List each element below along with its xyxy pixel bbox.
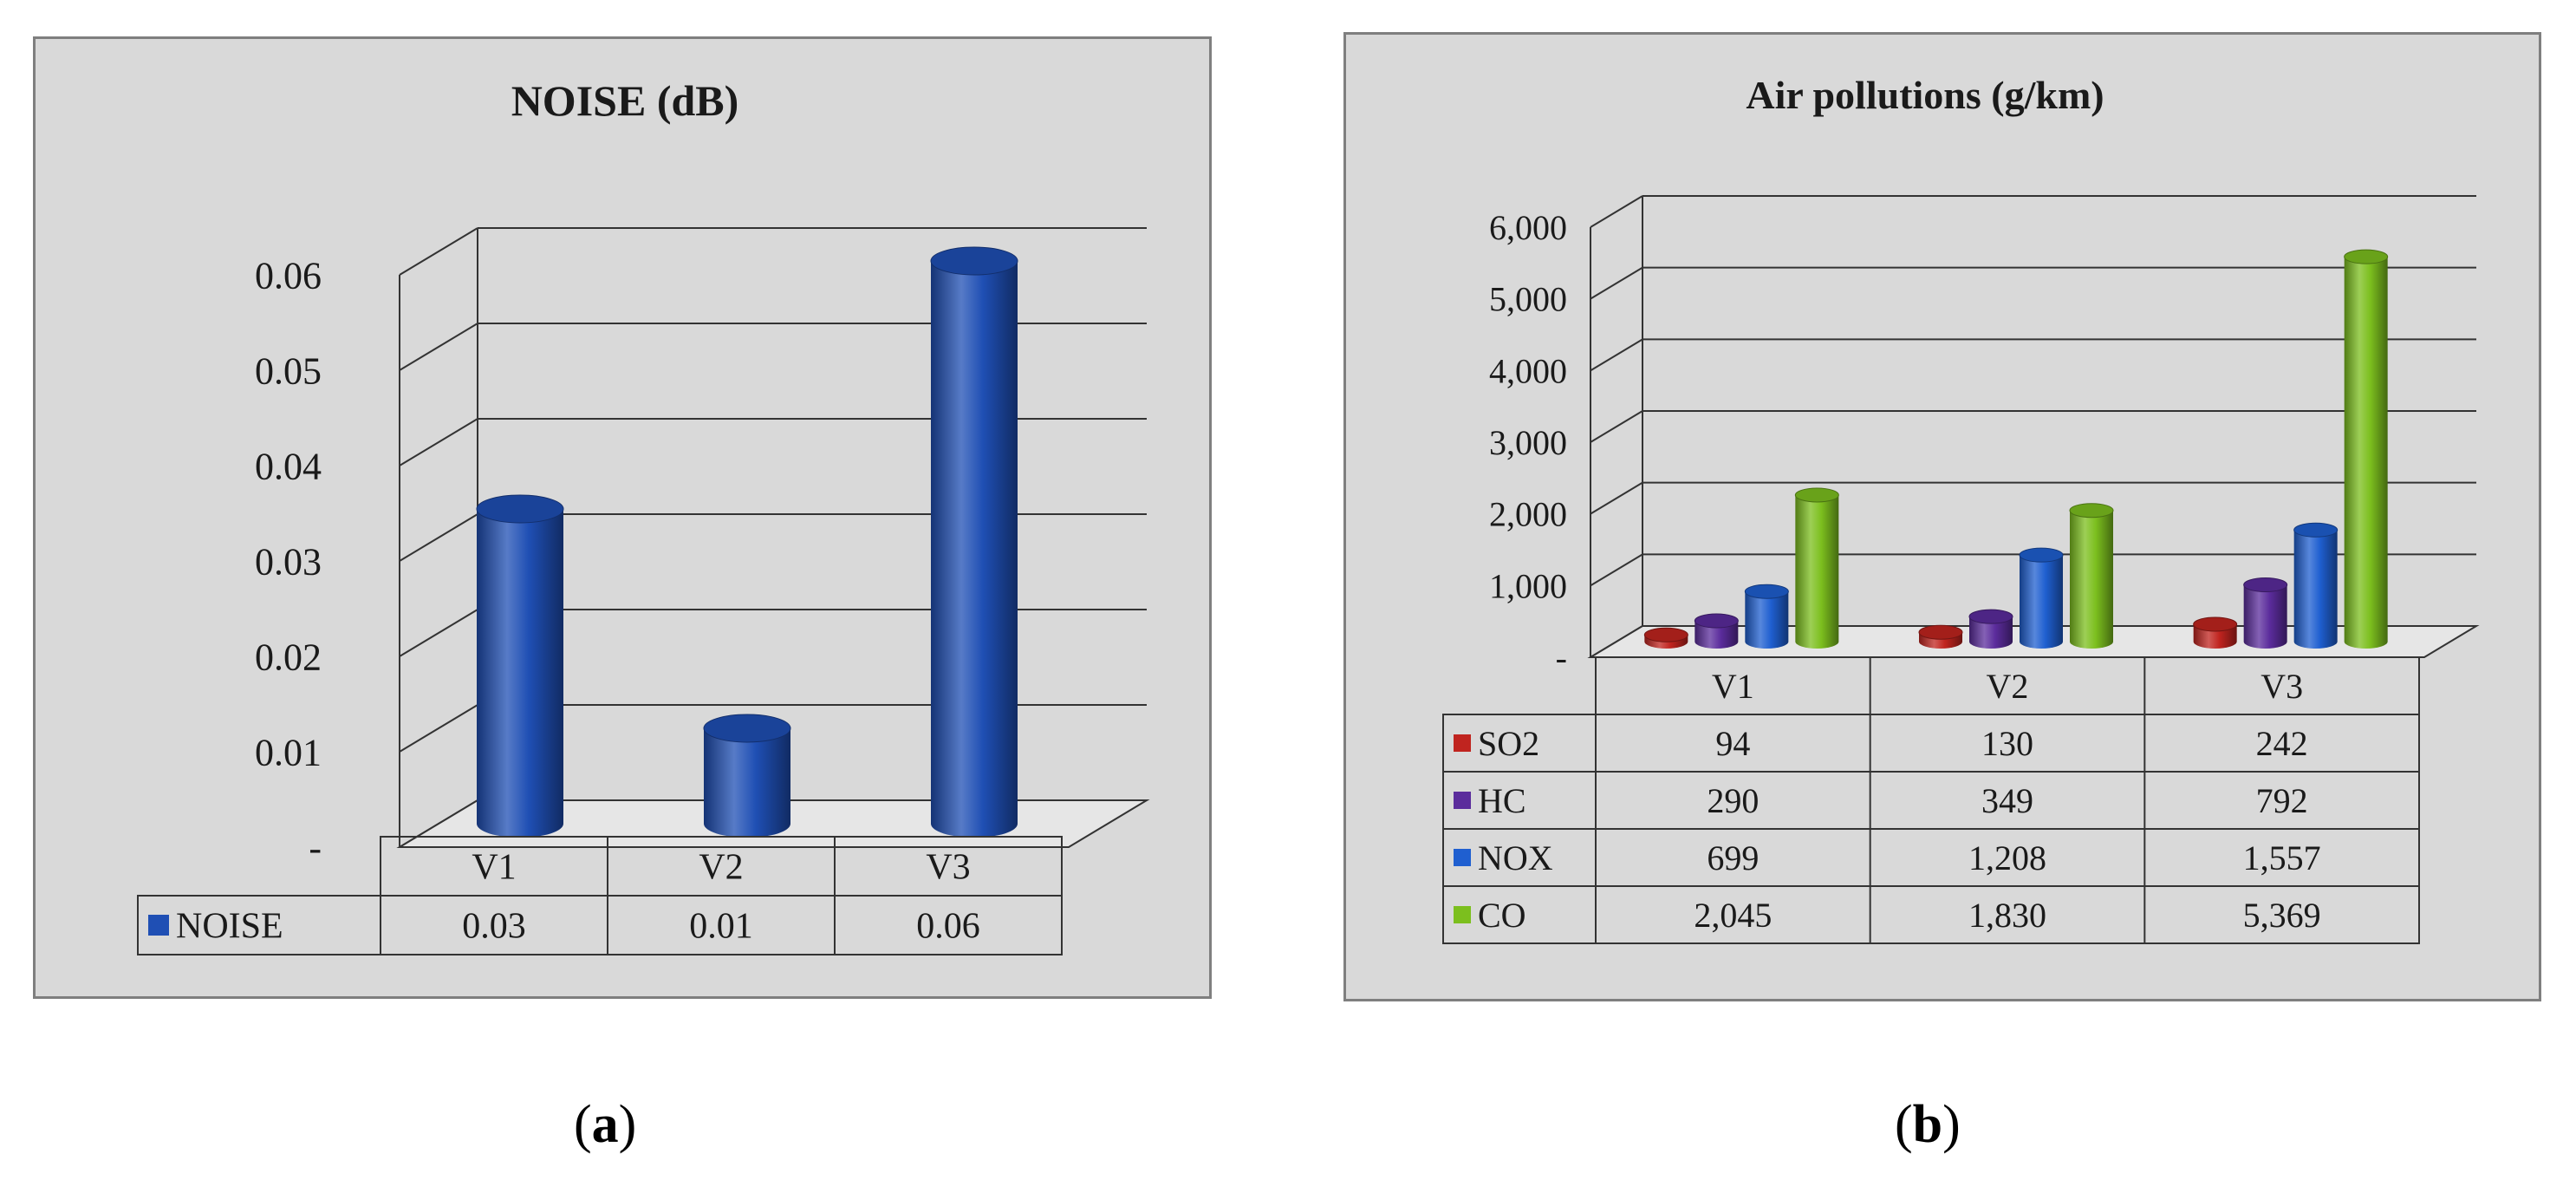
table-value: 792 (2256, 781, 2308, 820)
legend-swatch-hc (1454, 792, 1471, 809)
chart-title: Air pollutions (g/km) (1746, 73, 2104, 117)
table-value: 1,830 (1968, 896, 2046, 935)
bar-co-v3 (2344, 249, 2389, 649)
air-pollution-chart-panel: Air pollutions (g/km) - 1,000 2,000 3,000 4,0… (1343, 32, 2541, 1001)
table-value: 242 (2256, 724, 2308, 763)
table-value: 94 (1715, 724, 1750, 763)
table-value: 699 (1707, 838, 1759, 877)
y-tick-label: 0.06 (255, 254, 322, 297)
legend-label: NOX (1478, 838, 1553, 877)
x-category-label: V3 (926, 848, 970, 888)
bar-so2-v1 (1643, 627, 1688, 649)
y-tick-label: 6,000 (1489, 208, 1567, 247)
gridline-wall (1590, 195, 1643, 228)
bar-so2-v3 (2193, 616, 2238, 649)
bar-hc-v2 (1968, 609, 2013, 649)
x-category-label: V2 (699, 848, 743, 888)
bar-nox-v3 (2293, 522, 2339, 649)
bar-noise-v2 (703, 714, 791, 838)
noise-chart-panel: NOISE (dB) - 0.01 0.02 0.03 0.04 0.05 0.06 V1 V2 V… (33, 36, 1212, 999)
gridline-wall (399, 513, 478, 562)
y-tick-label: 0.03 (255, 540, 322, 583)
legend-label: CO (1478, 896, 1526, 935)
y-tick-label: 1,000 (1489, 566, 1567, 605)
y-tick-label: - (309, 826, 322, 869)
table-value: 0.06 (916, 907, 980, 947)
x-category-label: V3 (2261, 667, 2303, 706)
table-value: 290 (1707, 781, 1759, 820)
x-category-label: V1 (1712, 667, 1754, 706)
y-tick-label: 0.04 (255, 445, 322, 487)
y-tick-label: - (1556, 638, 1567, 677)
table-value: 349 (1981, 781, 2033, 820)
legend-swatch-co (1454, 906, 1471, 923)
bar-hc-v1 (1694, 613, 1739, 649)
caption-a: (a) (574, 1095, 637, 1154)
bar-hc-v3 (2243, 577, 2288, 649)
chart-title: NOISE (dB) (511, 76, 739, 125)
y-tick-label: 0.02 (255, 636, 322, 678)
legend-label: NOISE (176, 907, 283, 947)
bar-co-v2 (2069, 503, 2114, 649)
x-category-label: V1 (472, 848, 516, 888)
gridline-wall (1590, 481, 1643, 515)
gridline-wall (1590, 553, 1643, 587)
y-tick-label: 0.05 (255, 349, 322, 392)
table-value: 1,208 (1968, 838, 2046, 877)
gridline-wall (399, 323, 478, 371)
table-value: 2,045 (1694, 896, 1772, 935)
legend-swatch-so2 (1454, 734, 1471, 752)
y-tick-label: 0.01 (255, 731, 322, 773)
air-pollution-chart: Air pollutions (g/km) - 1,000 2,000 3,000 4,0… (1442, 73, 2480, 944)
x-category-label: V2 (1987, 667, 2029, 706)
gridline-wall (399, 227, 478, 276)
gridline-wall (1590, 410, 1643, 443)
legend-label: SO2 (1478, 724, 1539, 763)
gridline-wall (1590, 266, 1643, 300)
caption-b: (b) (1895, 1095, 1961, 1154)
bar-nox-v1 (1744, 584, 1789, 649)
table-value: 130 (1981, 724, 2033, 763)
gridline-wall (399, 609, 478, 657)
table-value: 5,369 (2243, 896, 2321, 935)
gridline-wall (399, 418, 478, 466)
y-tick-label: 2,000 (1489, 495, 1567, 534)
gridline-wall (399, 704, 478, 753)
legend-swatch-noise (148, 915, 169, 936)
y-tick-label: 3,000 (1489, 423, 1567, 462)
legend-swatch-nox (1454, 849, 1471, 866)
bar-noise-v1 (476, 494, 564, 838)
bar-co-v1 (1794, 487, 1839, 649)
noise-chart: NOISE (dB) - 0.01 0.02 0.03 0.04 0.05 0.06 V1 V2 V… (137, 76, 1150, 955)
gridline-wall (1590, 338, 1643, 372)
y-tick-label: 4,000 (1489, 351, 1567, 390)
bar-so2-v2 (1918, 624, 1963, 649)
table-value: 1,557 (2243, 838, 2321, 877)
table-value: 0.01 (689, 907, 753, 947)
y-tick-label: 5,000 (1489, 280, 1567, 319)
bar-noise-v3 (930, 246, 1018, 838)
table-value: 0.03 (462, 907, 526, 947)
bar-nox-v2 (2019, 547, 2064, 649)
legend-label: HC (1478, 781, 1526, 820)
